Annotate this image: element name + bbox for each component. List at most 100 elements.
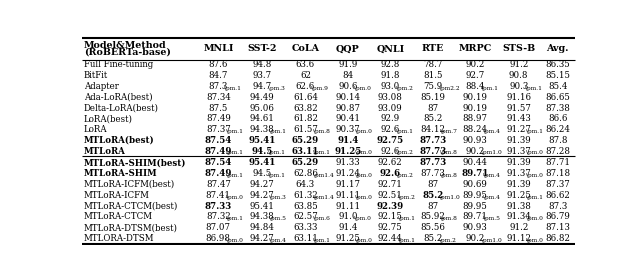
Text: \pm.5: \pm.5 bbox=[483, 216, 500, 221]
Text: \pm.1: \pm.1 bbox=[269, 129, 286, 134]
Text: Avg.: Avg. bbox=[547, 45, 569, 53]
Text: 62.57: 62.57 bbox=[293, 212, 318, 221]
Text: 86.98: 86.98 bbox=[206, 234, 231, 243]
Text: MTLoRA(best): MTLoRA(best) bbox=[84, 136, 155, 145]
Text: LoRA(best): LoRA(best) bbox=[84, 114, 133, 123]
Text: 90.3: 90.3 bbox=[509, 82, 529, 91]
Text: MRPC: MRPC bbox=[459, 45, 492, 53]
Text: \pm.9: \pm.9 bbox=[312, 86, 328, 91]
Text: 91.17: 91.17 bbox=[335, 180, 360, 189]
Text: \pm.4: \pm.4 bbox=[483, 173, 500, 178]
Text: \pm.0: \pm.0 bbox=[226, 195, 243, 200]
Text: 87.07: 87.07 bbox=[206, 223, 231, 232]
Text: 87.41: 87.41 bbox=[206, 191, 231, 200]
Text: 85.56: 85.56 bbox=[420, 223, 445, 232]
Text: \pm.0: \pm.0 bbox=[355, 238, 372, 243]
Text: 85.2: 85.2 bbox=[423, 114, 442, 123]
Text: \pm.0: \pm.0 bbox=[354, 216, 371, 221]
Text: \pm.1: \pm.1 bbox=[226, 129, 243, 134]
Text: Delta-LoRA(best): Delta-LoRA(best) bbox=[84, 103, 159, 112]
Text: 90.14: 90.14 bbox=[335, 93, 360, 102]
Text: \pm.1: \pm.1 bbox=[226, 173, 243, 178]
Text: MNLI: MNLI bbox=[203, 45, 234, 53]
Text: 87: 87 bbox=[428, 180, 438, 189]
Text: \pm.4: \pm.4 bbox=[269, 238, 286, 243]
Text: \pm.1: \pm.1 bbox=[268, 150, 285, 155]
Text: SST-2: SST-2 bbox=[247, 45, 276, 53]
Text: 87.54: 87.54 bbox=[205, 136, 232, 145]
Text: \pm.0: \pm.0 bbox=[526, 150, 543, 155]
Text: 87.73: 87.73 bbox=[419, 136, 446, 145]
Text: 91.4: 91.4 bbox=[337, 136, 358, 145]
Text: 92.75: 92.75 bbox=[377, 136, 404, 145]
Text: 87.73: 87.73 bbox=[419, 158, 446, 167]
Text: 91.24: 91.24 bbox=[335, 169, 360, 178]
Text: 62.6: 62.6 bbox=[296, 82, 315, 91]
Text: 91.25: 91.25 bbox=[506, 191, 531, 200]
Text: 91.39: 91.39 bbox=[506, 180, 531, 189]
Text: 86.79: 86.79 bbox=[545, 212, 570, 221]
Text: 61.57: 61.57 bbox=[293, 125, 318, 134]
Text: 91.39: 91.39 bbox=[506, 136, 531, 145]
Text: 88.24: 88.24 bbox=[463, 125, 488, 134]
Text: 85.2: 85.2 bbox=[422, 191, 444, 200]
Text: \pm.0: \pm.0 bbox=[526, 173, 543, 178]
Text: \pm.1: \pm.1 bbox=[268, 173, 285, 178]
Text: 92.39: 92.39 bbox=[377, 202, 404, 211]
Text: 94.5: 94.5 bbox=[252, 147, 273, 156]
Text: \pm.5: \pm.5 bbox=[269, 216, 286, 221]
Text: 91.11: 91.11 bbox=[335, 191, 360, 200]
Text: 93.09: 93.09 bbox=[378, 103, 403, 112]
Text: 87.73: 87.73 bbox=[420, 169, 445, 178]
Text: 89.95: 89.95 bbox=[463, 202, 488, 211]
Text: 63.11: 63.11 bbox=[292, 147, 319, 156]
Text: \pm.7: \pm.7 bbox=[440, 129, 457, 134]
Text: \pm.1: \pm.1 bbox=[225, 86, 241, 91]
Text: 93.7: 93.7 bbox=[252, 71, 271, 80]
Text: Adapter: Adapter bbox=[84, 82, 119, 91]
Text: 92.44: 92.44 bbox=[378, 234, 403, 243]
Text: 90.41: 90.41 bbox=[335, 114, 360, 123]
Text: 90.93: 90.93 bbox=[463, 136, 488, 145]
Text: 88.97: 88.97 bbox=[463, 114, 488, 123]
Text: 92.15: 92.15 bbox=[378, 212, 403, 221]
Text: 87.49: 87.49 bbox=[205, 147, 232, 156]
Text: 90.93: 90.93 bbox=[463, 223, 488, 232]
Text: \pm.6: \pm.6 bbox=[313, 216, 330, 221]
Text: \pm.0: \pm.0 bbox=[354, 86, 371, 91]
Text: 87.6: 87.6 bbox=[209, 60, 228, 70]
Text: 86.35: 86.35 bbox=[545, 60, 570, 70]
Text: 75.9: 75.9 bbox=[423, 82, 442, 91]
Text: 93.08: 93.08 bbox=[378, 93, 403, 102]
Text: 87.18: 87.18 bbox=[545, 169, 570, 178]
Text: 89.71: 89.71 bbox=[461, 169, 489, 178]
Text: 91.38: 91.38 bbox=[506, 202, 531, 211]
Text: MTLoRA-CTCM(best): MTLoRA-CTCM(best) bbox=[84, 202, 179, 211]
Text: 93.0: 93.0 bbox=[381, 82, 400, 91]
Text: \pm.2: \pm.2 bbox=[396, 86, 413, 91]
Text: 86.82: 86.82 bbox=[545, 234, 570, 243]
Text: \pm.8: \pm.8 bbox=[440, 173, 457, 178]
Text: 87.13: 87.13 bbox=[545, 223, 570, 232]
Text: \pm.1: \pm.1 bbox=[313, 150, 330, 155]
Text: 91.27: 91.27 bbox=[506, 125, 531, 134]
Text: MTLoRA-DTSM(best): MTLoRA-DTSM(best) bbox=[84, 223, 178, 232]
Text: \pm.0: \pm.0 bbox=[226, 238, 243, 243]
Text: 84.12: 84.12 bbox=[420, 125, 445, 134]
Text: 86.24: 86.24 bbox=[545, 125, 570, 134]
Text: 92.71: 92.71 bbox=[378, 180, 403, 189]
Text: 95.41: 95.41 bbox=[248, 158, 276, 167]
Text: 87.3: 87.3 bbox=[548, 202, 568, 211]
Text: 91.8: 91.8 bbox=[381, 71, 400, 80]
Text: 94.61: 94.61 bbox=[250, 114, 275, 123]
Text: 64.3: 64.3 bbox=[296, 180, 315, 189]
Text: 90.37: 90.37 bbox=[335, 125, 360, 134]
Text: 91.12: 91.12 bbox=[506, 234, 531, 243]
Text: 86.65: 86.65 bbox=[545, 93, 570, 102]
Text: 87.34: 87.34 bbox=[206, 93, 231, 102]
Text: 90.44: 90.44 bbox=[463, 158, 488, 167]
Text: 91.16: 91.16 bbox=[506, 93, 531, 102]
Text: 89.95: 89.95 bbox=[463, 191, 488, 200]
Text: 88.4: 88.4 bbox=[465, 82, 485, 91]
Text: 90.2: 90.2 bbox=[465, 60, 485, 70]
